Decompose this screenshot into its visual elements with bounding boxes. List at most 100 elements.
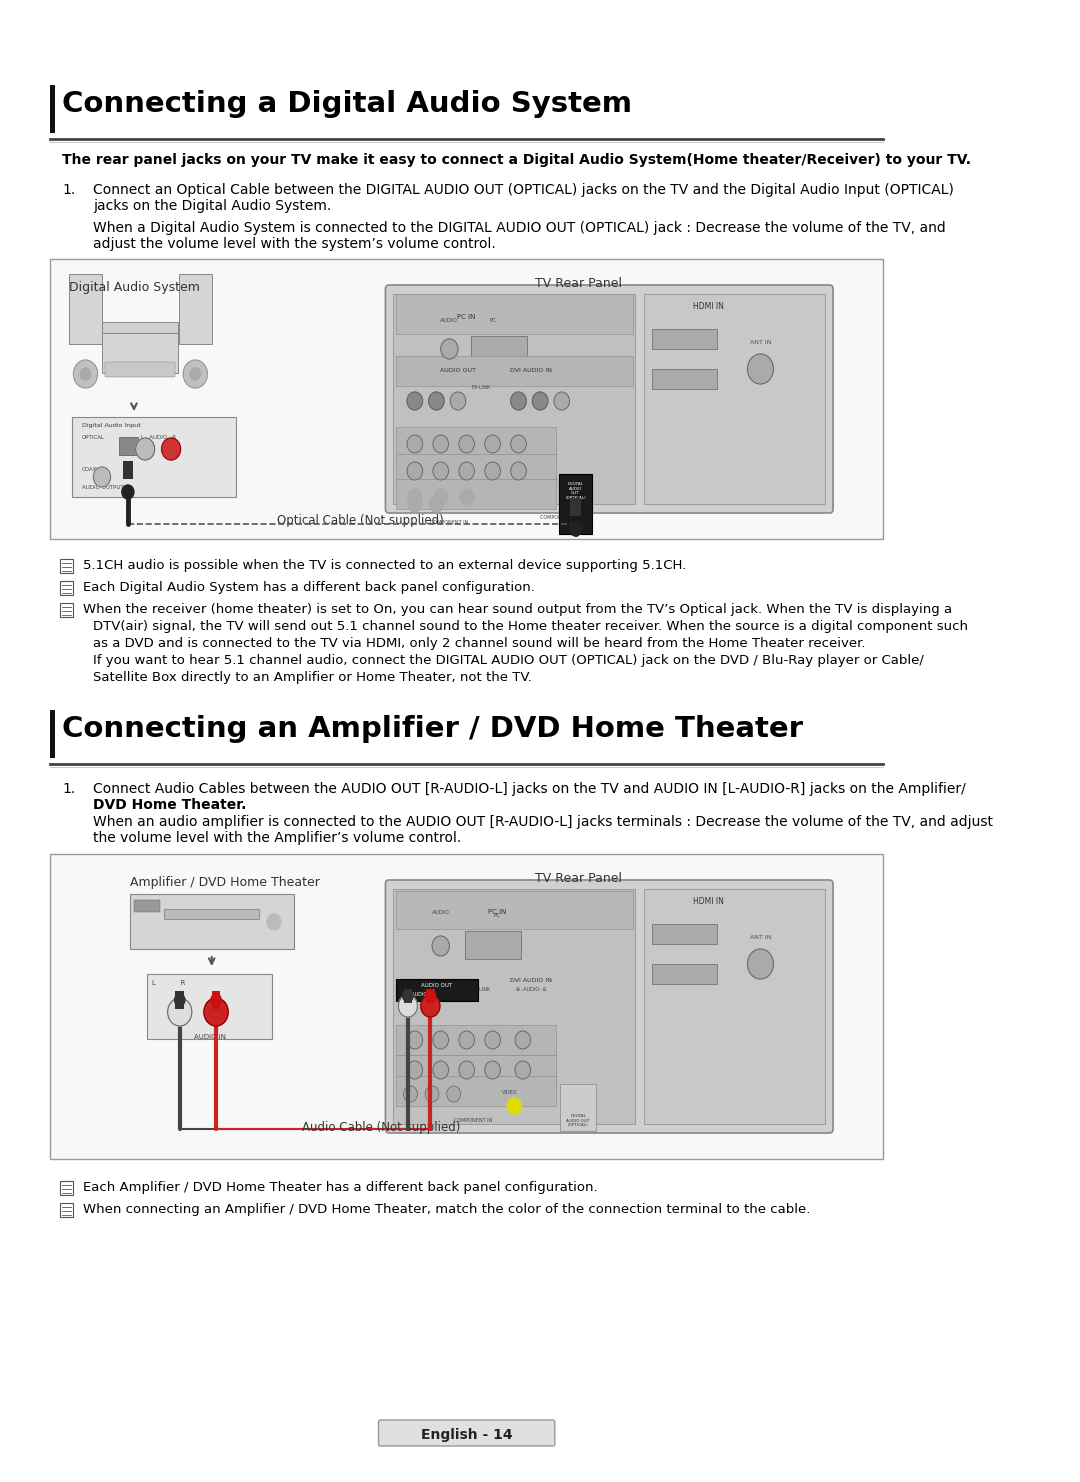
- Bar: [104, 339, 147, 351]
- Text: PC: PC: [489, 319, 496, 323]
- Bar: [119, 437, 138, 455]
- Circle shape: [554, 393, 569, 411]
- Bar: [395, 453, 555, 485]
- Circle shape: [511, 393, 526, 411]
- Bar: [60, 581, 73, 594]
- Text: Each Amplifier / DVD Home Theater has a different back panel configuration.: Each Amplifier / DVD Home Theater has a …: [83, 1181, 597, 1194]
- Text: AUDIO: AUDIO: [432, 910, 449, 914]
- Bar: [60, 1203, 73, 1217]
- Circle shape: [515, 1061, 530, 1079]
- Bar: [570, 498, 581, 516]
- Circle shape: [511, 436, 526, 453]
- Bar: [50, 854, 883, 1159]
- Text: COAXIAL: COAXIAL: [82, 467, 106, 471]
- Bar: [652, 923, 717, 944]
- Text: Connect Audio Cables between the AUDIO OUT [R-AUDIO-L] jacks on the TV and AUDIO: Connect Audio Cables between the AUDIO O…: [93, 782, 967, 796]
- Text: Connecting an Amplifier / DVD Home Theater: Connecting an Amplifier / DVD Home Theat…: [63, 714, 804, 742]
- Circle shape: [508, 1098, 521, 1114]
- Circle shape: [569, 522, 582, 536]
- Text: PC IN: PC IN: [458, 314, 476, 320]
- Text: L   AUDIO   R: L AUDIO R: [140, 436, 176, 440]
- Text: Connect an Optical Cable between the DIGITAL AUDIO OUT (OPTICAL) jacks on the TV: Connect an Optical Cable between the DIG…: [93, 182, 955, 197]
- Text: Connecting a Digital Audio System: Connecting a Digital Audio System: [63, 90, 632, 119]
- Text: the volume level with the Amplifier’s volume control.: the volume level with the Amplifier’s vo…: [93, 831, 461, 845]
- Text: OPTICAL: OPTICAL: [82, 436, 105, 440]
- Text: adjust the volume level with the system’s volume control.: adjust the volume level with the system’…: [93, 237, 496, 250]
- FancyBboxPatch shape: [386, 285, 833, 513]
- Circle shape: [408, 496, 421, 511]
- Bar: [652, 329, 717, 348]
- Text: ANT IN: ANT IN: [750, 935, 771, 940]
- Circle shape: [166, 354, 172, 360]
- Text: L           R: L R: [152, 980, 186, 986]
- Bar: [130, 894, 294, 948]
- Bar: [102, 333, 178, 373]
- Text: When the receiver (home theater) is set to On, you can hear sound output from th: When the receiver (home theater) is set …: [83, 603, 953, 617]
- Circle shape: [485, 436, 500, 453]
- Circle shape: [426, 1086, 438, 1103]
- Text: DIGITAL
AUDIO OUT
(OPTICAL): DIGITAL AUDIO OUT (OPTICAL): [566, 1114, 590, 1128]
- Bar: [60, 1181, 73, 1194]
- Circle shape: [459, 462, 474, 480]
- Circle shape: [407, 393, 422, 411]
- Bar: [50, 259, 883, 539]
- Text: ⊕ -AUDIO- ⊖: ⊕ -AUDIO- ⊖: [404, 991, 435, 997]
- Circle shape: [447, 1086, 460, 1103]
- Circle shape: [485, 1031, 500, 1049]
- Circle shape: [511, 462, 526, 480]
- Bar: [561, 1083, 596, 1131]
- Circle shape: [184, 360, 207, 388]
- Text: COMPONENT IN: COMPONENT IN: [430, 520, 469, 525]
- FancyBboxPatch shape: [386, 880, 833, 1134]
- Text: ANT IN: ANT IN: [750, 339, 771, 345]
- Bar: [393, 889, 635, 1123]
- Bar: [395, 479, 555, 508]
- Circle shape: [407, 436, 422, 453]
- Circle shape: [430, 496, 443, 511]
- Text: as a DVD and is connected to the TV via HDMI, only 2 channel sound will be heard: as a DVD and is connected to the TV via …: [93, 637, 866, 651]
- Text: jacks on the Digital Audio System.: jacks on the Digital Audio System.: [93, 199, 332, 213]
- Circle shape: [204, 997, 228, 1026]
- Bar: [123, 461, 133, 479]
- Circle shape: [190, 368, 201, 379]
- Text: Amplifier / DVD Home Theater: Amplifier / DVD Home Theater: [130, 876, 320, 889]
- Circle shape: [267, 914, 281, 931]
- Circle shape: [460, 489, 473, 505]
- Circle shape: [175, 994, 185, 1006]
- Bar: [426, 988, 434, 1003]
- Circle shape: [93, 467, 110, 488]
- Bar: [395, 891, 634, 929]
- Circle shape: [80, 368, 91, 379]
- Circle shape: [432, 937, 449, 956]
- Text: 5.1CH audio is possible when the TV is connected to an external device supportin: 5.1CH audio is possible when the TV is c…: [83, 559, 686, 572]
- Text: English - 14: English - 14: [421, 1429, 513, 1442]
- Text: AUDIO OUT: AUDIO OUT: [421, 983, 453, 988]
- Text: Optical Cable (Not supplied): Optical Cable (Not supplied): [276, 514, 443, 528]
- Text: AUDIO OUTPUT: AUDIO OUTPUT: [82, 485, 124, 491]
- Circle shape: [211, 994, 221, 1006]
- Text: If you want to hear 5.1 channel audio, connect the DIGITAL AUDIO OUT (OPTICAL) j: If you want to hear 5.1 channel audio, c…: [93, 654, 924, 667]
- Text: Audio Cable (Not supplied): Audio Cable (Not supplied): [302, 1120, 461, 1134]
- Text: DVD Home Theater.: DVD Home Theater.: [93, 797, 246, 812]
- Text: AUDIO: AUDIO: [441, 319, 458, 323]
- Circle shape: [122, 485, 134, 499]
- Circle shape: [403, 990, 413, 1002]
- Circle shape: [515, 1031, 530, 1049]
- Bar: [164, 908, 259, 919]
- Bar: [559, 474, 592, 534]
- Text: Each Digital Audio System has a different back panel configuration.: Each Digital Audio System has a differen…: [83, 581, 535, 594]
- Text: TV Rear Panel: TV Rear Panel: [536, 871, 622, 885]
- Circle shape: [426, 990, 435, 1002]
- Circle shape: [429, 393, 444, 411]
- Bar: [644, 889, 825, 1123]
- Circle shape: [433, 1061, 448, 1079]
- Circle shape: [485, 1061, 500, 1079]
- Text: PC: PC: [494, 913, 500, 917]
- Circle shape: [404, 1086, 417, 1103]
- Circle shape: [434, 489, 447, 505]
- Circle shape: [450, 393, 465, 411]
- Circle shape: [459, 1031, 474, 1049]
- Bar: [395, 1026, 555, 1055]
- Circle shape: [421, 994, 440, 1017]
- Text: ⊕ -AUDIO- ⊖: ⊕ -AUDIO- ⊖: [516, 987, 546, 991]
